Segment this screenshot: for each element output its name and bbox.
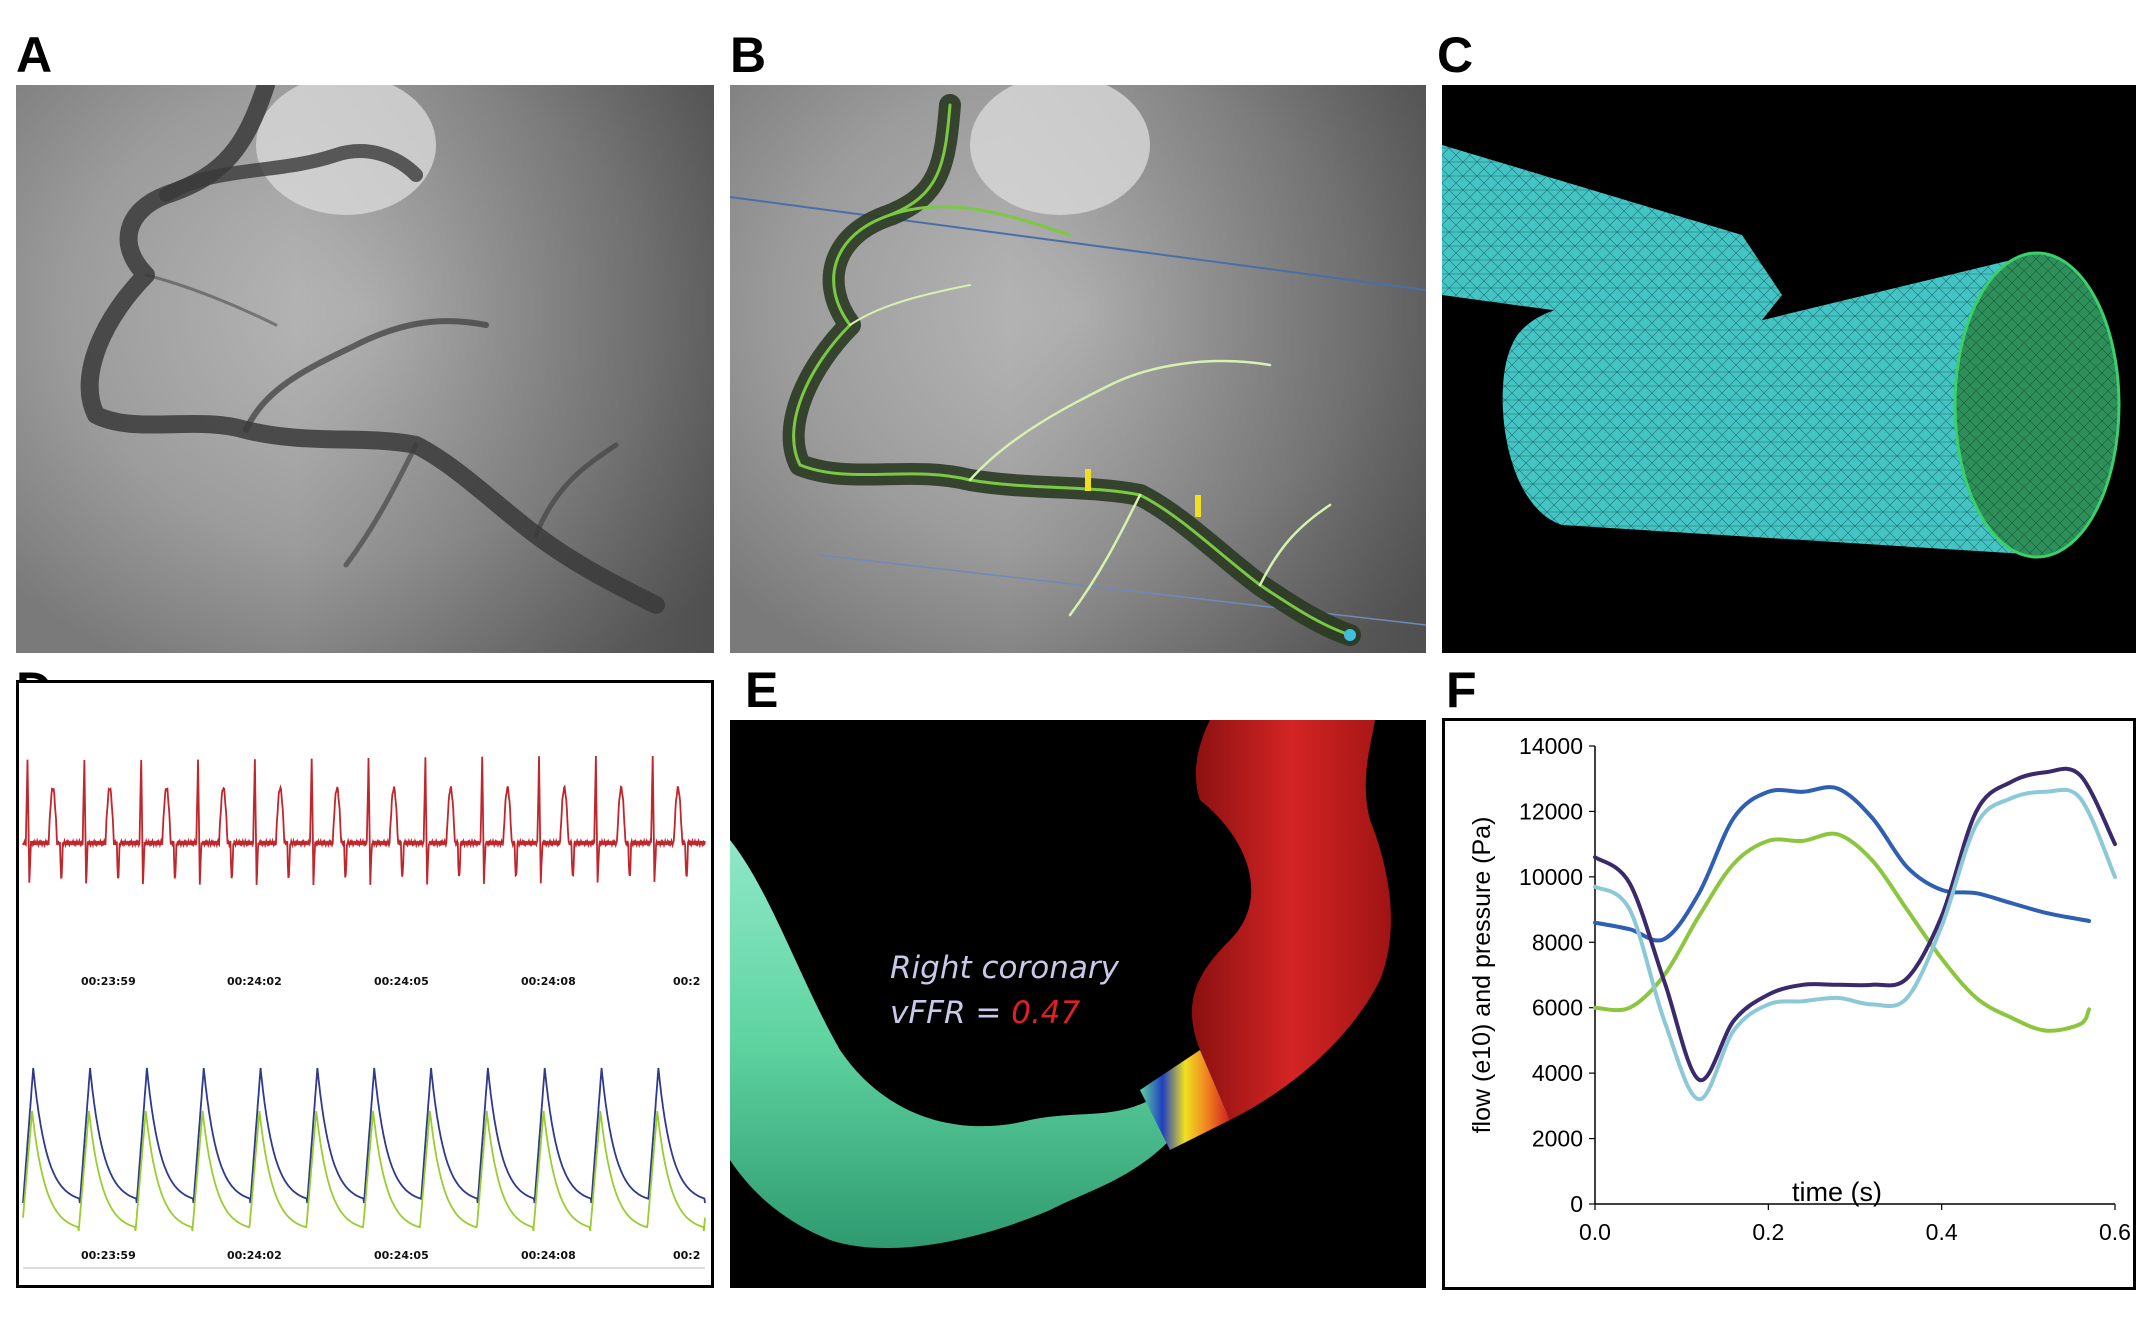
x-axis-label: time (s) <box>1792 1177 1882 1207</box>
panel-label-e: E <box>745 662 779 718</box>
timestamp-top-1: 00:23:59 <box>81 975 136 988</box>
timestamp-top-5: 00:2 <box>673 975 701 988</box>
vffr-prefix: vFFR = <box>890 995 1011 1031</box>
angiogram-panel-a <box>16 85 714 653</box>
vessel-stenosis-transition <box>1140 1050 1230 1150</box>
coronary-vessels <box>80 85 665 614</box>
vffr-panel-e: Right coronary vFFR = 0.47 <box>730 720 1426 1288</box>
series-line-3 <box>1593 766 2117 1083</box>
series-line-2 <box>1593 831 2091 1033</box>
series-line-4 <box>1593 787 2117 1102</box>
y-tick-label: 4000 <box>1532 1060 1583 1086</box>
chart-panel-f: 0 2000 4000 6000 8000 10000 12000 14000 0.0 0.2 0.… <box>1442 718 2136 1290</box>
x-tick-label: 0.0 <box>1579 1219 1611 1245</box>
distal-pressure-trace <box>22 1110 706 1232</box>
flow-pressure-chart: 0 2000 4000 6000 8000 10000 12000 14000 0.0 0.2 0.… <box>1468 733 2131 1245</box>
y-tick-label: 8000 <box>1532 929 1583 955</box>
y-tick-label: 6000 <box>1532 995 1583 1021</box>
mesh-outlet-cap <box>1953 251 2121 559</box>
panel-label-b: B <box>730 27 767 83</box>
ecg-trace <box>22 755 706 886</box>
x-tick-label: 0.6 <box>2099 1219 2131 1245</box>
mesh-branch <box>1442 145 1782 345</box>
vffr-value: 0.47 <box>1011 995 1080 1031</box>
timestamp-bottom-2: 00:24:02 <box>227 1249 282 1262</box>
vessel-name-label: Right coronary <box>890 950 1120 986</box>
y-tick-label: 0 <box>1570 1191 1583 1217</box>
timestamp-top-3: 00:24:05 <box>374 975 429 988</box>
projection-line-top <box>730 196 1426 291</box>
y-tick-label: 14000 <box>1519 733 1583 759</box>
x-tick-label: 0.4 <box>1926 1219 1958 1245</box>
timestamp-top-2: 00:24:02 <box>227 975 282 988</box>
mesh-main-vessel <box>1502 255 2042 555</box>
timestamp-bottom-4: 00:24:08 <box>521 1249 576 1262</box>
panel-label-c: C <box>1437 27 1474 83</box>
vessel-centerlines <box>782 94 1361 646</box>
aortic-pressure-trace <box>22 1067 706 1204</box>
mesh-panel-c <box>1442 85 2136 653</box>
y-tick-label: 12000 <box>1519 798 1583 824</box>
timestamp-top-4: 00:24:08 <box>521 975 576 988</box>
timestamp-bottom-1: 00:23:59 <box>81 1249 136 1262</box>
y-tick-label: 2000 <box>1532 1126 1583 1152</box>
series-line-1 <box>1593 785 2091 943</box>
x-tick-label: 0.2 <box>1752 1219 1784 1245</box>
traces-svg <box>22 755 706 1269</box>
vessel-distal-green <box>730 840 1170 1249</box>
panel-label-a: A <box>16 27 53 83</box>
stenosis-marker-2 <box>1195 495 1201 517</box>
timestamp-bottom-5: 00:2 <box>673 1249 701 1262</box>
traces-panel-d: 00:23:59 00:24:02 00:24:05 00:24:08 00:2… <box>16 680 714 1288</box>
stenosis-marker-1 <box>1085 469 1091 491</box>
endpoint-marker <box>1344 629 1356 641</box>
y-axis-label: flow (e10) and pressure (Pa) <box>1468 817 1496 1134</box>
y-tick-label: 10000 <box>1519 864 1583 890</box>
panel-label-f: F <box>1446 662 1477 718</box>
vessel-proximal-red <box>1191 720 1391 1120</box>
timestamp-bottom-3: 00:24:05 <box>374 1249 429 1262</box>
vffr-label: vFFR = 0.47 <box>890 995 1081 1031</box>
annotated-angiogram-panel-b <box>730 85 1426 653</box>
